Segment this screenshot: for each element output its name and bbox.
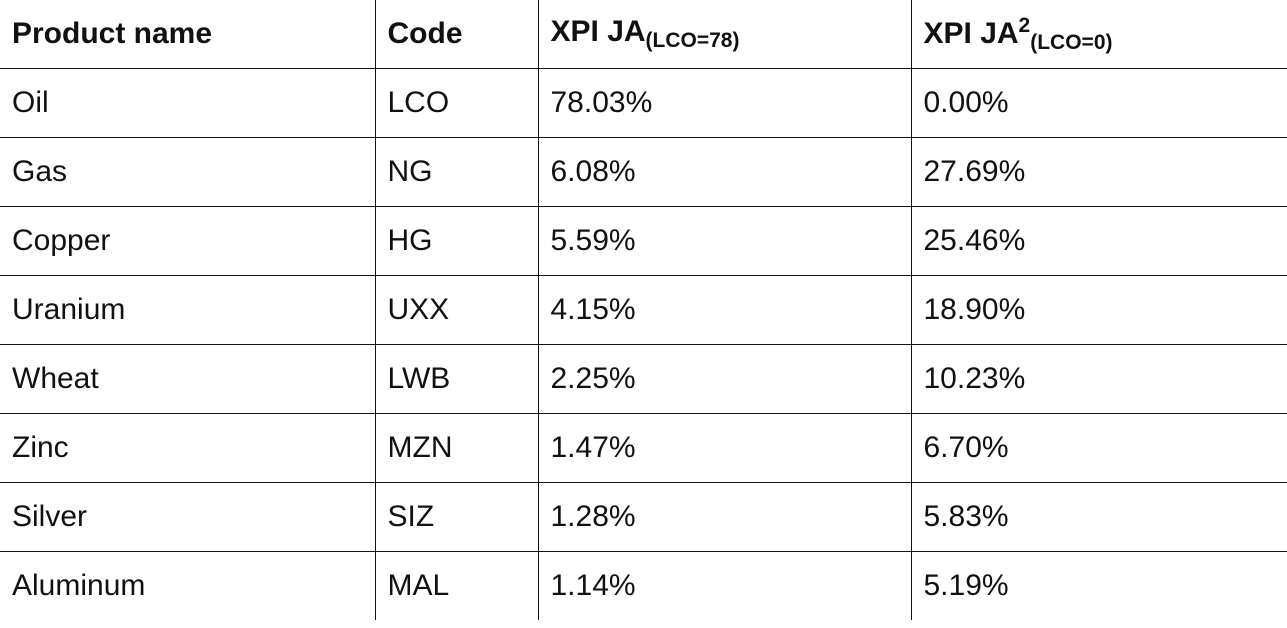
- table-body: Oil LCO 78.03% 0.00% Gas NG 6.08% 27.69% Copper H…: [0, 68, 1287, 620]
- table-cell: 18.90%: [910, 275, 1287, 345]
- table-cell: 1.14%: [537, 551, 912, 620]
- header-subscript: (LCO=0): [1030, 30, 1113, 54]
- header-cell: Code: [374, 0, 539, 69]
- header-text: Code: [387, 17, 463, 50]
- table-cell: LCO: [374, 68, 539, 138]
- header-cell: XPI JA2(LCO=0): [910, 0, 1287, 69]
- header-text: Product name: [12, 17, 213, 50]
- table-cell: 78.03%: [537, 68, 912, 138]
- header-text: XPI JA: [550, 15, 646, 48]
- header-subscript: (LCO=78): [645, 29, 740, 52]
- table-row: Copper HG 5.59% 25.46%: [0, 206, 1287, 276]
- table-row: Zinc MZN 1.47% 6.70%: [0, 413, 1287, 483]
- header-cell: Product name: [0, 0, 376, 69]
- table-cell: 6.08%: [537, 137, 912, 207]
- table-cell: 0.00%: [910, 68, 1287, 138]
- table-cell: MAL: [374, 551, 539, 620]
- table-cell: 4.15%: [537, 275, 912, 345]
- table-cell: Silver: [0, 482, 376, 552]
- header-row: Product name Code XPI JA(LCO=78) XPI JA2(LC…: [0, 0, 1287, 69]
- table-cell: Zinc: [0, 413, 376, 483]
- table-cell: Aluminum: [0, 551, 376, 620]
- table-cell: NG: [374, 137, 539, 207]
- header-superscript: 2: [1018, 13, 1031, 37]
- table-cell: 1.28%: [537, 482, 912, 552]
- table-cell: HG: [374, 206, 539, 276]
- table-row: Uranium UXX 4.15% 18.90%: [0, 275, 1287, 345]
- table-cell: LWB: [374, 344, 539, 414]
- table-cell: SIZ: [374, 482, 539, 552]
- table-row: Wheat LWB 2.25% 10.23%: [0, 344, 1287, 414]
- table-cell: 2.25%: [537, 344, 912, 414]
- table-head: Product name Code XPI JA(LCO=78) XPI JA2(LC…: [0, 0, 1287, 69]
- table-cell: 27.69%: [910, 137, 1287, 207]
- table-cell: Wheat: [0, 344, 376, 414]
- header-text: XPI JA: [923, 16, 1019, 50]
- table-row: Oil LCO 78.03% 0.00%: [0, 68, 1287, 138]
- table-cell: Copper: [0, 206, 376, 276]
- table-cell: 5.19%: [910, 551, 1287, 620]
- table-row: Aluminum MAL 1.14% 5.19%: [0, 551, 1287, 620]
- table-cell: MZN: [374, 413, 539, 483]
- table-cell: 1.47%: [537, 413, 912, 483]
- table-cell: 5.59%: [537, 206, 912, 276]
- table-row: Gas NG 6.08% 27.69%: [0, 137, 1287, 207]
- table-cell: Oil: [0, 68, 376, 138]
- table-cell: 25.46%: [910, 206, 1287, 276]
- table-cell: UXX: [374, 275, 539, 345]
- header-cell: XPI JA(LCO=78): [537, 0, 912, 69]
- table-cell: 10.23%: [910, 344, 1287, 414]
- table-cell: 5.83%: [910, 482, 1287, 552]
- table-row: Silver SIZ 1.28% 5.83%: [0, 482, 1287, 552]
- table-cell: Uranium: [0, 275, 376, 345]
- table-cell: 6.70%: [910, 413, 1287, 483]
- table-cell: Gas: [0, 137, 376, 207]
